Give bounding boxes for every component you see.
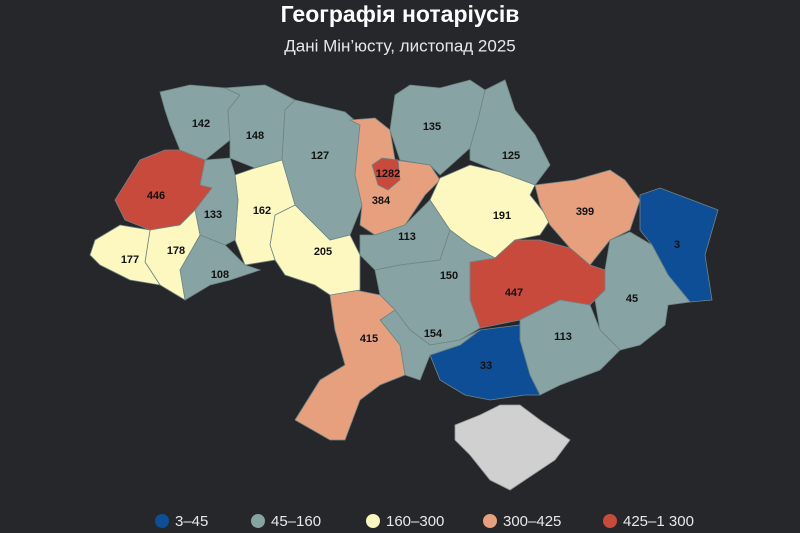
legend-swatch [483,514,497,528]
crimea [454,404,571,491]
region-value: 205 [314,246,332,258]
region [294,289,406,441]
region-value: 113 [554,331,572,343]
region-value: 415 [360,333,378,345]
legend-swatch [155,514,169,528]
region-value: 113 [398,231,416,243]
title: Географія нотаріусів [281,1,520,27]
region-value: 133 [204,209,222,221]
region-value: 178 [167,245,185,257]
region-value: 148 [246,130,264,142]
legend-swatch [251,514,265,528]
region-value: 108 [211,269,229,281]
region-value: 3 [674,239,680,251]
region-value: 33 [480,360,492,372]
region-value: 150 [440,270,458,282]
region-value: 154 [424,328,443,340]
region-value: 127 [311,150,329,162]
region-value: 191 [493,210,511,222]
region-value: 446 [147,190,165,202]
region-value: 125 [502,150,520,162]
legend-label: 160–300 [386,513,444,530]
labels: 142 148 127 384 1282 135 125 191 399 3 45 447 113 33 1… [121,118,680,372]
region [371,157,401,191]
subtitle: Дані Мін’юсту, листопад 2025 [284,36,516,55]
legend-swatch [366,514,380,528]
region-value: 1282 [376,168,400,180]
region [639,187,719,303]
region-value: 45 [626,293,638,305]
legend-label: 45–160 [271,513,321,530]
regions [89,79,719,491]
region-value: 135 [423,121,441,133]
region-value: 162 [253,205,271,217]
region-value: 384 [372,195,391,207]
legend-label: 3–45 [175,513,208,530]
region [469,239,606,329]
legend: 3–45 45–160 160–300 300–425 425–1 300 [155,513,694,530]
region [89,224,161,286]
legend-swatch [603,514,617,528]
legend-label: 300–425 [503,513,561,530]
region [534,169,641,266]
region-value: 447 [505,287,523,299]
legend-label: 425–1 300 [623,513,694,530]
region-value: 399 [576,206,594,218]
region [114,149,213,231]
region-value: 142 [192,118,210,130]
region-value: 177 [121,254,139,266]
